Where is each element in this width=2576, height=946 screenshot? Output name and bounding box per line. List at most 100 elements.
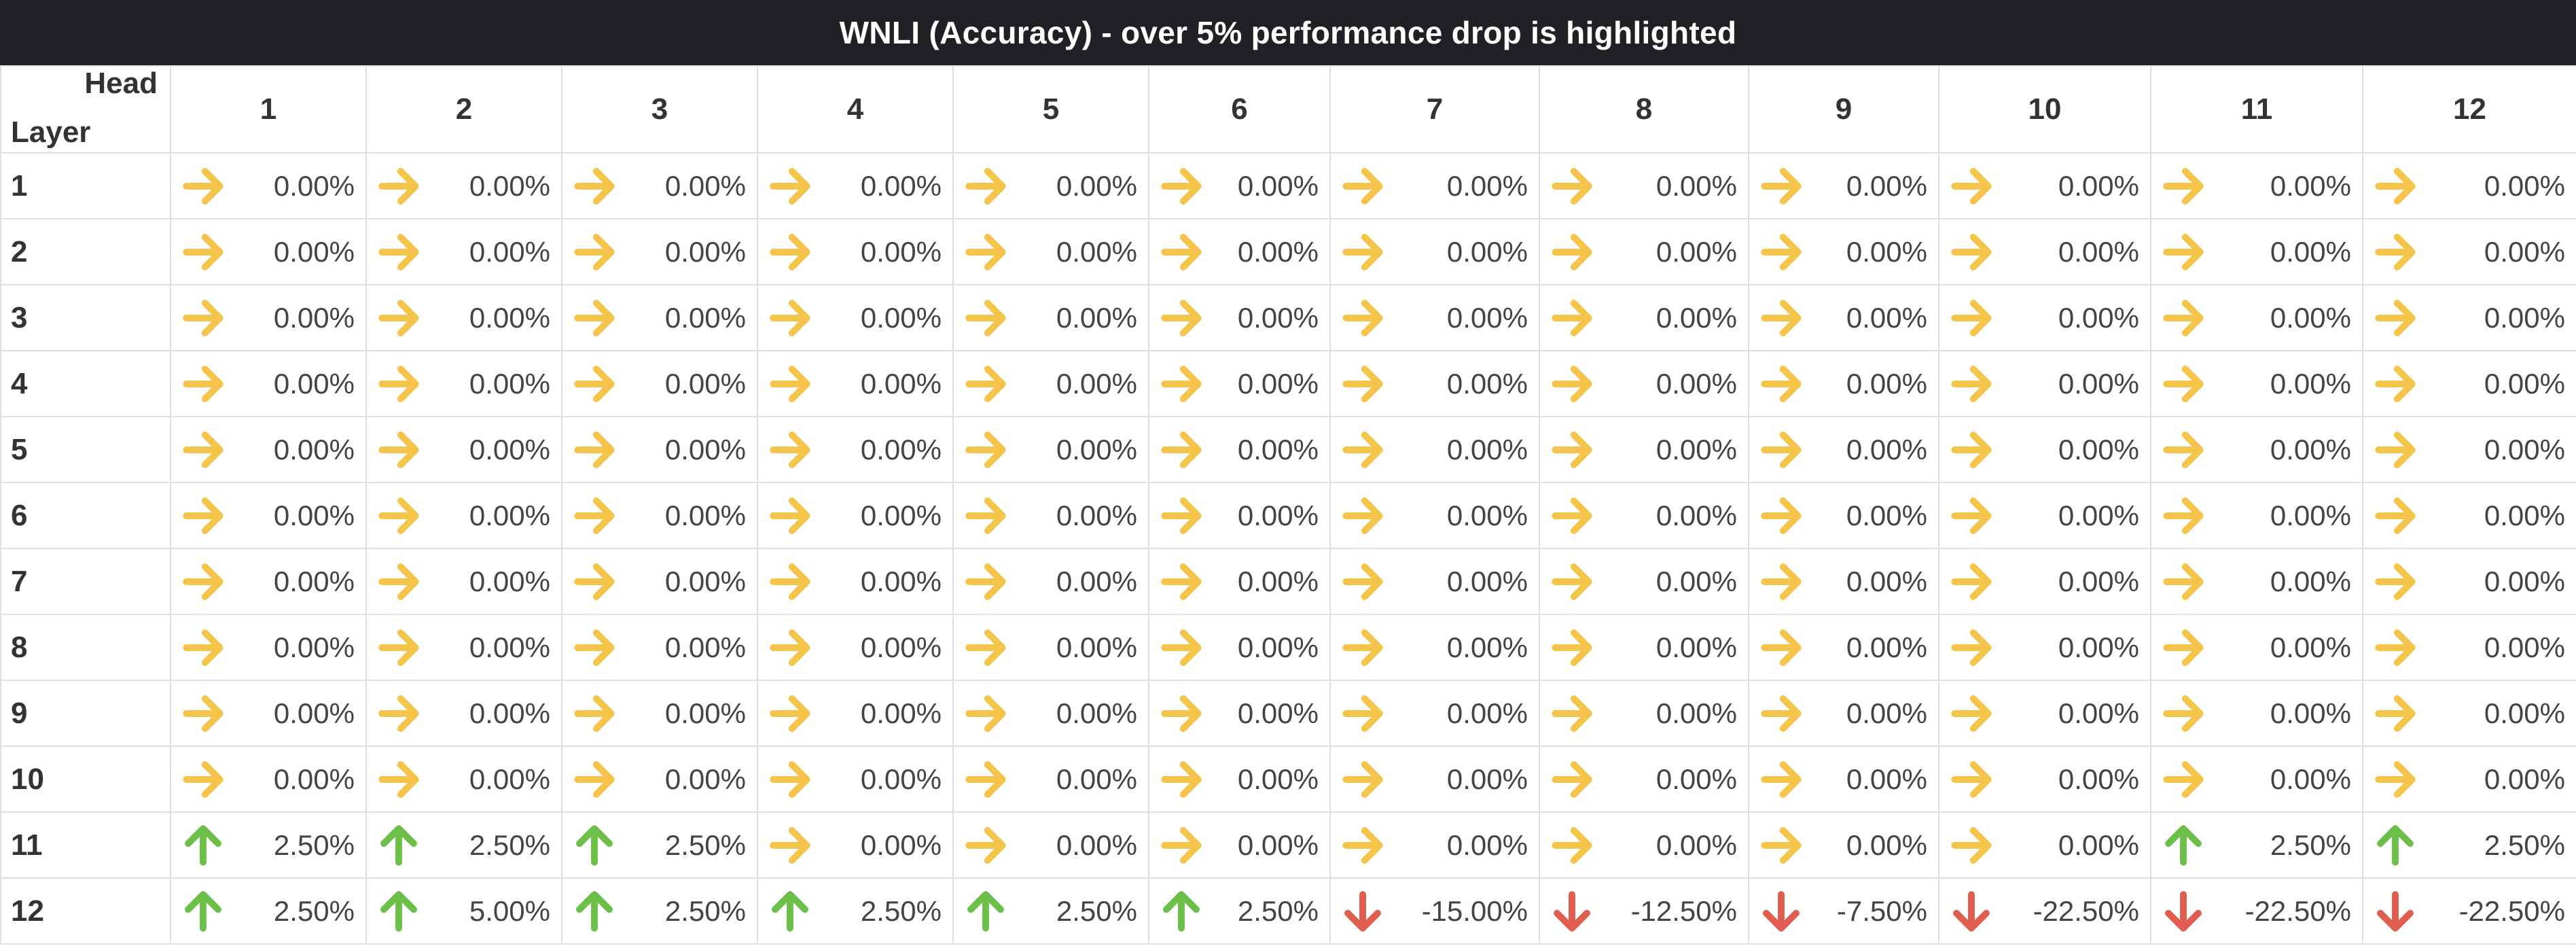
- arrow-right-icon: [1342, 563, 1383, 600]
- cell-value: 0.00%: [1656, 235, 1737, 268]
- arrow-right-icon: [1951, 760, 1992, 798]
- arrow-right-icon: [574, 233, 615, 270]
- arrow-right-icon: [2163, 299, 2204, 336]
- cell-value: 0.00%: [1056, 631, 1137, 663]
- cell-value: 0.00%: [1056, 499, 1137, 531]
- layer-row-header: 3: [0, 284, 171, 351]
- arrow-right-icon: [2163, 233, 2204, 270]
- table-cell: 0.00%: [2362, 482, 2576, 549]
- arrow-right-icon: [1951, 563, 1992, 600]
- arrow-right-icon: [574, 563, 615, 600]
- arrow-right-icon: [1342, 299, 1383, 336]
- cell-value: 0.00%: [2058, 565, 2139, 597]
- table-cell: -22.50%: [2150, 877, 2363, 945]
- arrow-right-icon: [2375, 695, 2416, 732]
- table-cell: 0.00%: [757, 416, 954, 483]
- table-cell: 0.00%: [757, 152, 954, 220]
- layer-row-header: 9: [0, 680, 171, 747]
- arrow-right-icon: [1161, 431, 1202, 468]
- arrow-right-icon: [1552, 695, 1592, 732]
- cell-value: 0.00%: [1056, 367, 1137, 400]
- cell-value: 0.00%: [1656, 697, 1737, 729]
- cell-value: 0.00%: [469, 367, 550, 400]
- arrow-right-icon: [183, 629, 223, 666]
- cell-value: 0.00%: [1656, 631, 1737, 663]
- arrow-right-icon: [770, 233, 810, 270]
- cell-value: 0.00%: [1237, 499, 1319, 531]
- arrow-right-icon: [2163, 563, 2204, 600]
- cell-value: 2.50%: [2484, 828, 2565, 861]
- table-title: WNLI (Accuracy) - over 5% performance dr…: [839, 15, 1737, 50]
- arrow-right-icon: [770, 629, 810, 666]
- table-cell: 0.00%: [1539, 482, 1749, 549]
- layer-row-header: 11: [0, 811, 171, 879]
- arrow-right-icon: [1342, 431, 1383, 468]
- table-cell: 0.00%: [561, 284, 758, 351]
- cell-value: 2.50%: [1056, 894, 1137, 927]
- cell-value: 2.50%: [664, 828, 746, 861]
- arrow-right-icon: [1342, 629, 1383, 666]
- table-cell: 0.00%: [757, 548, 954, 615]
- head-column-header: 7: [1329, 65, 1540, 154]
- arrow-right-icon: [965, 431, 1006, 468]
- arrow-right-icon: [965, 233, 1006, 270]
- table-cell: 0.00%: [561, 548, 758, 615]
- table-cell: 0.00%: [365, 416, 562, 483]
- cell-value: 0.00%: [2058, 169, 2139, 202]
- table-cell: 2.50%: [952, 877, 1149, 945]
- arrow-right-icon: [183, 167, 223, 205]
- arrow-right-icon: [965, 563, 1006, 600]
- table-cell: 0.00%: [2362, 152, 2576, 220]
- cell-value: 0.00%: [2270, 169, 2351, 202]
- cell-value: 0.00%: [1846, 499, 1927, 531]
- cell-value: 0.00%: [273, 697, 355, 729]
- cell-value: 0.00%: [1237, 169, 1319, 202]
- cell-value: 0.00%: [1846, 763, 1927, 795]
- arrow-up-icon: [772, 890, 808, 932]
- table-cell: 0.00%: [757, 811, 954, 879]
- table-cell: 0.00%: [1539, 284, 1749, 351]
- arrow-right-icon: [183, 760, 223, 798]
- table-cell: 0.00%: [757, 350, 954, 417]
- arrow-right-icon: [1552, 826, 1592, 864]
- arrow-right-icon: [2375, 167, 2416, 205]
- table-cell: -22.50%: [2362, 877, 2576, 945]
- cell-value: 0.00%: [2484, 169, 2565, 202]
- arrow-right-icon: [1552, 233, 1592, 270]
- cell-value: 2.50%: [273, 894, 355, 927]
- cell-value: 0.00%: [1446, 565, 1528, 597]
- table-cell: 0.00%: [1748, 152, 1939, 220]
- arrow-right-icon: [183, 563, 223, 600]
- arrow-right-icon: [1552, 431, 1592, 468]
- arrow-right-icon: [2375, 563, 2416, 600]
- table-cell: 0.00%: [1938, 416, 2151, 483]
- head-column-header: 5: [952, 65, 1149, 154]
- table-cell: 0.00%: [170, 614, 367, 681]
- cell-value: 0.00%: [273, 763, 355, 795]
- cell-value: 2.50%: [2270, 828, 2351, 861]
- cell-value: 0.00%: [469, 631, 550, 663]
- table-cell: 0.00%: [365, 614, 562, 681]
- arrow-right-icon: [378, 431, 419, 468]
- table-cell: 0.00%: [2362, 680, 2576, 747]
- table-cell: 2.50%: [1148, 877, 1331, 945]
- cell-value: 0.00%: [1056, 301, 1137, 334]
- table-cell: 0.00%: [757, 284, 954, 351]
- layer-row-header: 7: [0, 548, 171, 615]
- layer-row-header: 8: [0, 614, 171, 681]
- arrow-right-icon: [1951, 826, 1992, 864]
- table-cell: 0.00%: [170, 350, 367, 417]
- arrow-right-icon: [1552, 365, 1592, 402]
- table-cell: 0.00%: [1148, 482, 1331, 549]
- cell-value: 0.00%: [1237, 565, 1319, 597]
- arrow-right-icon: [1761, 695, 1802, 732]
- table-cell: 0.00%: [561, 680, 758, 747]
- table-cell: -22.50%: [1938, 877, 2151, 945]
- head-column-header: 2: [365, 65, 562, 154]
- cell-value: 0.00%: [273, 301, 355, 334]
- table-cell: 0.00%: [1748, 218, 1939, 285]
- cell-value: 0.00%: [860, 433, 942, 466]
- table-cell: 0.00%: [2362, 614, 2576, 681]
- cell-value: 0.00%: [1656, 499, 1737, 531]
- table-cell: 0.00%: [952, 746, 1149, 813]
